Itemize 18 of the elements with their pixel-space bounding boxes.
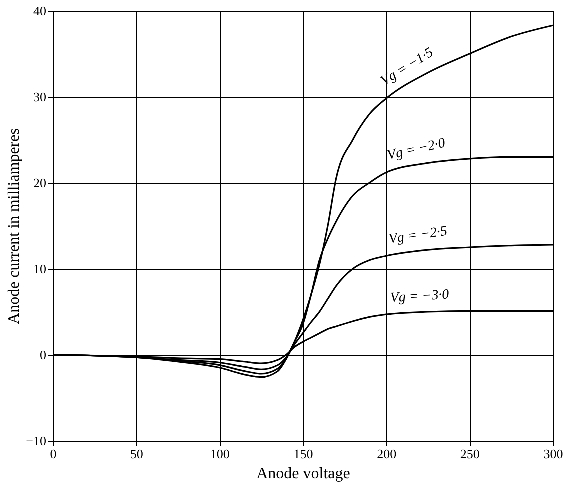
y-tick-label: 20 bbox=[34, 176, 46, 190]
y-tick-label: 10 bbox=[34, 262, 46, 276]
y-axis-title: Anode current in milliamperes bbox=[6, 128, 24, 324]
x-tick-label: 250 bbox=[460, 446, 480, 462]
y-tick-label: 0 bbox=[40, 348, 46, 362]
y-tick-label: 40 bbox=[34, 4, 46, 18]
series-label: Vg = −3·0 bbox=[390, 288, 450, 306]
x-tick-label: 200 bbox=[377, 446, 397, 462]
x-tick-label: 50 bbox=[130, 446, 144, 462]
text: Vg = −2·5 bbox=[388, 224, 448, 248]
x-tick-label: 300 bbox=[544, 446, 564, 462]
y-tick-label: 30 bbox=[34, 90, 46, 104]
x-tick-label: 150 bbox=[294, 446, 314, 462]
x-axis-title: Anode voltage bbox=[256, 466, 350, 482]
x-tick-label: 0 bbox=[50, 446, 57, 462]
text: Vg = −2·0 bbox=[386, 136, 447, 164]
y-tick-label: −10 bbox=[26, 434, 46, 448]
x-tick-label: 100 bbox=[210, 446, 230, 462]
